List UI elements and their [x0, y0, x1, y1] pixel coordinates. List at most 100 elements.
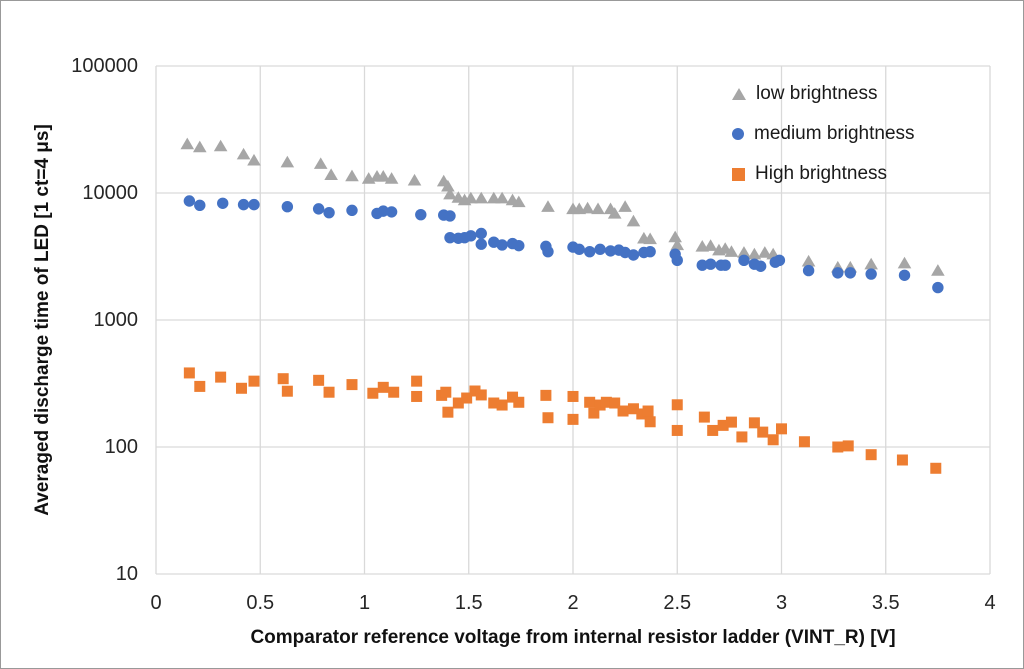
data-point-high-brightness — [496, 399, 508, 411]
data-point-low-brightness — [897, 256, 912, 269]
data-point-high-brightness — [313, 374, 325, 386]
legend-label: High brightness — [755, 163, 888, 184]
data-point-low-brightness — [607, 207, 622, 219]
data-point-high-brightness — [567, 413, 579, 425]
legend-label: low brightness — [756, 83, 878, 104]
data-point-high-brightness — [513, 396, 525, 408]
data-point-high-brightness — [627, 403, 639, 415]
x-tick-label: 3.5 — [871, 592, 900, 614]
x-tick-label: 2 — [567, 592, 579, 614]
legend-label: medium brightness — [754, 123, 915, 144]
data-point-medium-brightness — [248, 198, 260, 211]
data-point-low-brightness — [280, 155, 295, 168]
data-point-medium-brightness — [237, 198, 250, 211]
data-point-high-brightness — [776, 423, 787, 435]
legend-item-high-brightness: High brightness — [732, 161, 915, 187]
data-point-low-brightness — [626, 214, 641, 227]
data-point-high-brightness — [475, 389, 487, 401]
data-point-medium-brightness — [754, 260, 767, 272]
data-point-low-brightness — [541, 200, 555, 212]
data-point-medium-brightness — [465, 230, 477, 242]
data-point-high-brightness — [346, 379, 358, 391]
data-point-medium-brightness — [583, 245, 596, 258]
data-point-medium-brightness — [513, 239, 525, 252]
data-point-high-brightness — [930, 462, 942, 474]
data-point-low-brightness — [801, 254, 816, 267]
legend-item-medium-brightness: medium brightness — [732, 121, 915, 147]
y-tick-label: 1000 — [93, 309, 139, 331]
data-point-medium-brightness — [594, 243, 606, 256]
data-point-medium-brightness — [802, 264, 815, 277]
data-point-high-brightness — [452, 397, 464, 409]
data-point-high-brightness — [469, 385, 481, 397]
data-point-high-brightness — [736, 431, 748, 443]
data-point-medium-brightness — [719, 259, 731, 271]
data-point-medium-brightness — [696, 259, 708, 271]
y-tick-label: 10000 — [82, 182, 138, 204]
data-point-medium-brightness — [475, 227, 487, 240]
data-point-high-brightness — [215, 371, 227, 383]
legend-item-low-brightness: low brightness — [732, 81, 915, 107]
x-tick-label: 0 — [150, 592, 162, 614]
data-point-high-brightness — [235, 382, 247, 394]
data-point-medium-brightness — [444, 231, 456, 244]
triangle-marker-icon — [732, 88, 746, 100]
data-point-low-brightness — [247, 153, 261, 166]
data-point-high-brightness — [767, 434, 779, 446]
data-point-high-brightness — [707, 424, 719, 436]
data-point-low-brightness — [313, 157, 328, 169]
data-point-medium-brightness — [542, 245, 554, 258]
data-point-low-brightness — [180, 137, 195, 150]
square-marker-icon — [732, 167, 745, 181]
data-point-high-brightness — [896, 454, 908, 466]
data-point-high-brightness — [671, 399, 683, 411]
x-tick-label: 2.5 — [663, 592, 692, 614]
data-point-high-brightness — [507, 391, 519, 403]
data-point-medium-brightness — [281, 201, 294, 213]
data-point-low-brightness — [192, 140, 207, 153]
data-point-medium-brightness — [932, 281, 944, 294]
data-point-high-brightness — [277, 373, 289, 385]
data-point-low-brightness — [931, 264, 945, 276]
data-point-high-brightness — [748, 417, 760, 429]
data-point-high-brightness — [600, 396, 612, 408]
data-point-medium-brightness — [844, 267, 857, 279]
data-point-high-brightness — [644, 416, 656, 428]
data-point-medium-brightness — [573, 243, 585, 256]
x-tick-label: 3 — [775, 592, 788, 614]
data-point-high-brightness — [642, 405, 654, 417]
data-point-high-brightness — [542, 412, 554, 424]
y-tick-label: 100 — [104, 436, 138, 458]
x-tick-label: 4 — [984, 592, 996, 614]
x-tick-label: 0.5 — [246, 592, 275, 614]
data-point-high-brightness — [584, 396, 596, 408]
data-point-low-brightness — [384, 172, 399, 184]
data-point-low-brightness — [643, 232, 657, 245]
x-tick-label: 1.5 — [454, 592, 483, 614]
data-point-medium-brightness — [738, 254, 750, 267]
data-point-high-brightness — [411, 375, 423, 387]
data-point-low-brightness — [345, 169, 359, 182]
data-point-medium-brightness — [415, 208, 427, 221]
data-point-medium-brightness — [217, 197, 229, 209]
data-point-high-brightness — [388, 386, 400, 398]
data-point-low-brightness — [236, 147, 251, 160]
data-point-medium-brightness — [704, 258, 717, 270]
data-point-low-brightness — [495, 191, 509, 204]
data-point-high-brightness — [588, 407, 600, 419]
data-point-low-brightness — [324, 168, 338, 181]
data-point-high-brightness — [671, 424, 683, 436]
data-point-high-brightness — [540, 389, 552, 401]
data-point-high-brightness — [757, 426, 769, 438]
data-point-low-brightness — [747, 247, 762, 260]
data-point-high-brightness — [842, 440, 854, 452]
data-point-high-brightness — [717, 419, 729, 431]
data-point-high-brightness — [377, 381, 389, 393]
data-point-high-brightness — [281, 385, 293, 397]
data-point-medium-brightness — [773, 254, 786, 267]
data-point-medium-brightness — [385, 206, 398, 218]
data-point-medium-brightness — [644, 245, 656, 258]
data-point-low-brightness — [407, 173, 422, 186]
data-point-low-brightness — [758, 246, 772, 258]
